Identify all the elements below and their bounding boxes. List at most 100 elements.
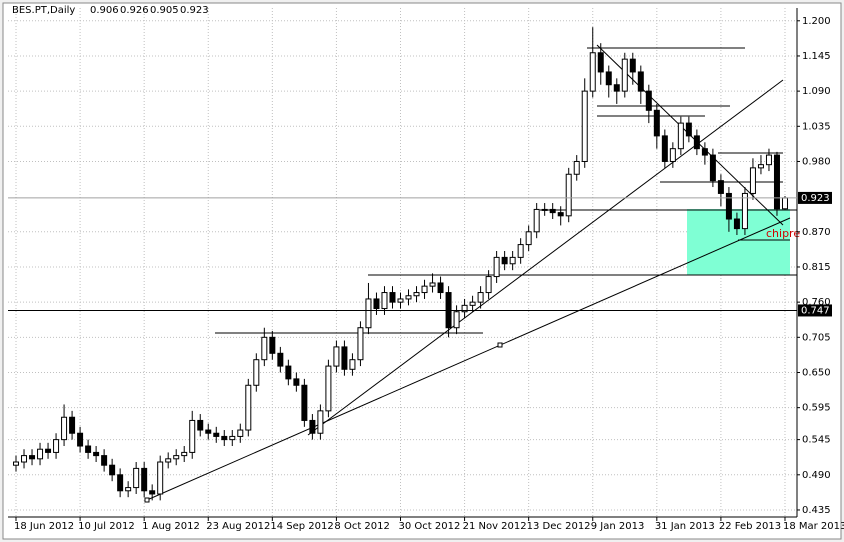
candle-body	[749, 167, 756, 194]
annotation: chipre	[766, 227, 800, 240]
x-tick-label: 31 Jan 2013	[655, 521, 715, 532]
candle-body	[29, 455, 36, 460]
candle-body	[605, 71, 612, 86]
candle-body	[621, 58, 628, 92]
y-tick-label: 0.490	[802, 470, 831, 481]
candle-body	[413, 292, 420, 297]
y-tick-label: 0.870	[802, 227, 831, 238]
candle-body	[485, 276, 492, 294]
candle-body	[77, 432, 84, 447]
candle-body	[325, 365, 332, 412]
candle-body	[637, 71, 644, 92]
trend-line	[307, 79, 784, 436]
candle-body	[581, 90, 588, 162]
last-open: 0.906	[90, 5, 119, 16]
x-tick-label: 22 Feb 2013	[719, 521, 781, 532]
candle-body	[701, 148, 708, 156]
candle-body	[333, 346, 340, 367]
y-tick-label: 1.200	[802, 16, 831, 27]
last-low: 0.905	[150, 5, 179, 16]
candle-body	[21, 455, 28, 463]
candle-body	[317, 410, 324, 434]
candle-body	[197, 419, 204, 431]
candle-body	[141, 467, 148, 492]
candle-body	[589, 52, 596, 92]
candle-body	[421, 285, 428, 294]
candle-body	[61, 416, 68, 441]
candle-body	[277, 352, 284, 367]
candle-body	[493, 256, 500, 278]
x-tick-label: 1 Aug 2012	[142, 521, 200, 532]
last-close: 0.923	[180, 5, 209, 16]
candle-body	[461, 304, 468, 313]
candle-body	[661, 135, 668, 162]
candle-body	[525, 231, 532, 246]
candle-body	[469, 301, 476, 306]
candle-body	[357, 327, 364, 361]
candle-body	[741, 192, 748, 230]
candle-body	[533, 208, 540, 233]
candle-body	[725, 192, 732, 220]
candle-body	[37, 448, 44, 460]
candle-body	[509, 256, 516, 265]
anchor-point	[144, 497, 150, 503]
trend-line	[146, 217, 791, 501]
x-tick-label: 10 Jul 2012	[78, 521, 135, 532]
candle-body	[405, 295, 412, 300]
candle-body	[165, 458, 172, 463]
candle-body	[517, 244, 524, 258]
candle-body	[645, 90, 652, 111]
x-tick-label: 21 Nov 2012	[463, 521, 527, 532]
candle-body	[293, 378, 300, 386]
candle-body	[125, 487, 132, 492]
price-box-label: 0.747	[801, 305, 830, 316]
x-tick-label: 30 Oct 2012	[398, 521, 460, 532]
symbol: BES.PT,Daily	[12, 5, 75, 16]
candle-body	[597, 52, 604, 73]
candle-body	[365, 298, 372, 329]
candle-body	[117, 474, 124, 492]
price-box	[798, 304, 832, 317]
y-tick-label: 0.760	[802, 297, 831, 308]
candle-body	[69, 416, 76, 434]
price-box	[798, 191, 832, 204]
candle-body	[189, 419, 196, 453]
price-box-label: 0.923	[801, 193, 830, 204]
y-tick-label: 0.435	[802, 505, 831, 516]
candle-body	[733, 218, 740, 230]
candle-body	[85, 445, 92, 453]
candle-body	[245, 384, 252, 431]
candle-body	[93, 451, 100, 457]
y-tick-label: 0.595	[802, 403, 831, 414]
candle-body	[549, 208, 556, 214]
candle-body	[773, 154, 780, 210]
candle-body	[341, 346, 348, 370]
y-tick-label: 1.145	[802, 51, 831, 62]
candle-body	[261, 336, 268, 361]
candle-body	[677, 122, 684, 150]
y-tick-label: 1.090	[802, 86, 831, 97]
candle-body	[437, 282, 444, 294]
candle-body	[101, 455, 108, 466]
x-tick-label: 18 Mar 2013	[783, 521, 844, 532]
candle-body	[373, 298, 380, 310]
candle-body	[53, 439, 60, 453]
candle-body	[453, 311, 460, 329]
candle-body	[349, 359, 356, 370]
candle-body	[253, 359, 260, 386]
candle-body	[133, 467, 140, 489]
candle-body	[309, 419, 316, 434]
candle-body	[389, 292, 396, 303]
candle-body	[173, 455, 180, 460]
candle-body	[765, 154, 772, 166]
candle-body	[501, 256, 508, 265]
candle-body	[653, 109, 660, 137]
grid	[8, 8, 797, 517]
candle-body	[269, 336, 276, 354]
x-tick-label: 23 Aug 2012	[206, 521, 270, 532]
candles	[13, 27, 788, 501]
candle-body	[205, 429, 212, 434]
y-tick-label: 1.035	[802, 121, 831, 132]
last-high: 0.926	[120, 5, 149, 16]
candle-body	[757, 164, 764, 169]
